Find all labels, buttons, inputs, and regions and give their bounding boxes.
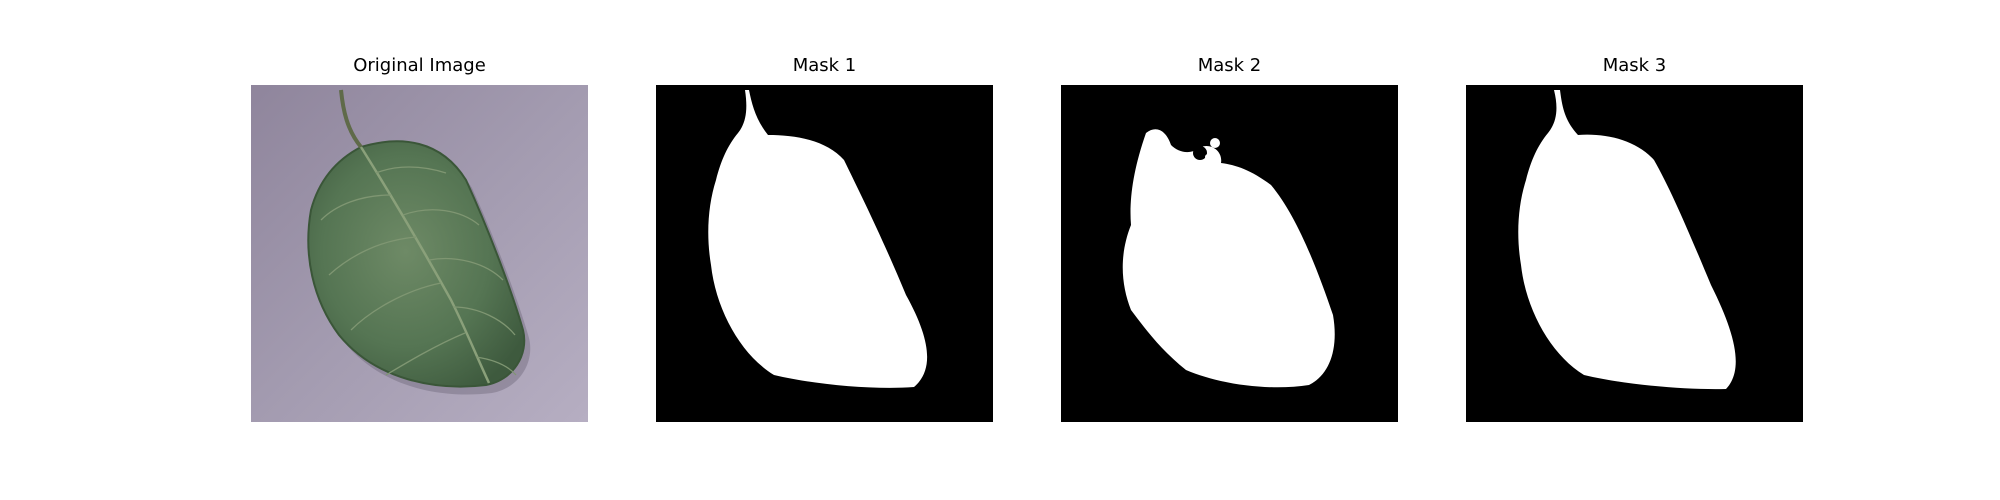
panel-title: Original Image xyxy=(353,55,486,76)
mask-1-image xyxy=(656,85,993,422)
panel-original-image: Original Image xyxy=(251,55,588,422)
mask-fleck xyxy=(1210,138,1220,148)
panel-mask-2: Mask 2 xyxy=(1061,55,1398,422)
panel-title: Mask 3 xyxy=(1602,55,1667,76)
mask-shape xyxy=(708,90,928,388)
panel-title: Mask 2 xyxy=(1197,55,1262,76)
leaf xyxy=(307,140,526,388)
mask-hole xyxy=(1193,146,1207,160)
leaf-midrib xyxy=(359,146,491,384)
mask-shape xyxy=(1122,129,1335,388)
mask-fleck xyxy=(1205,154,1211,160)
mask-shape xyxy=(1518,90,1736,390)
leaf-stem xyxy=(339,89,363,149)
panel-mask-3: Mask 3 xyxy=(1466,55,1803,422)
panel-mask-1: Mask 1 xyxy=(656,55,993,422)
mask-2-image xyxy=(1061,85,1398,422)
panel-title: Mask 1 xyxy=(792,55,857,76)
original-image xyxy=(251,85,588,422)
leaf-veins xyxy=(320,166,517,376)
mask-3-image xyxy=(1466,85,1803,422)
